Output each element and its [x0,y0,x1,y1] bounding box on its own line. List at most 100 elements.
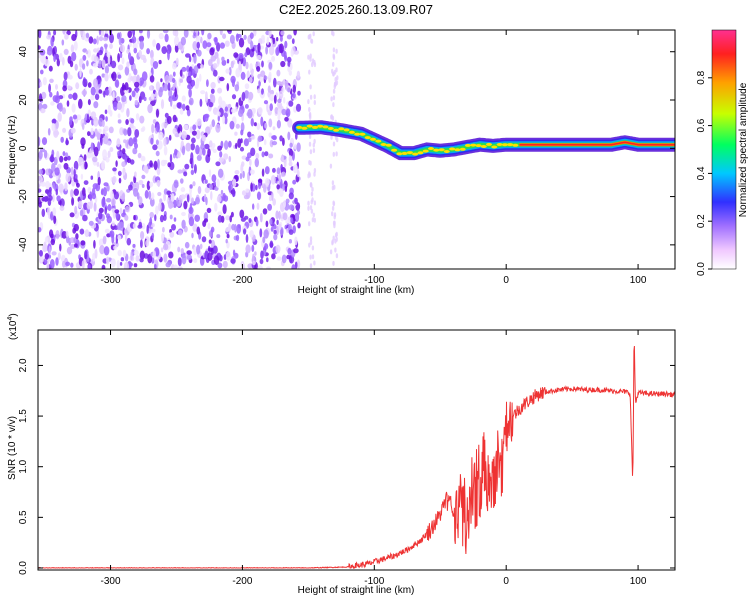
noise-blob [267,203,272,211]
noise-blob [309,56,312,62]
noise-blob [209,93,213,99]
noise-blob [187,84,191,90]
noise-blob [164,112,169,118]
noise-blob [330,96,333,102]
noise-blob [104,65,109,74]
noise-blob [310,38,313,44]
noise-blob [154,214,157,222]
spectrogram-y-tick-label: 40 [18,46,29,58]
snr-scale-prefix: (x10 [8,320,19,340]
noise-blob [210,88,215,94]
noise-blob [276,184,281,190]
noise-blob [134,129,140,138]
noise-blob [276,256,282,261]
noise-blob [252,253,255,263]
noise-blob [273,94,277,104]
noise-blob [278,43,284,54]
noise-blob [308,111,312,117]
noise-blob [81,260,85,269]
noise-blob [311,245,315,251]
noise-blob [110,258,116,268]
noise-blob [47,128,51,136]
noise-blob [269,218,273,225]
noise-blob [190,30,195,33]
noise-blob [65,172,71,183]
noise-blob [130,76,134,81]
colorbar-tick-label: 0.0 [696,262,707,276]
noise-blob [150,49,154,60]
noise-blob [290,48,294,57]
noise-blob [102,36,109,42]
noise-blob [313,260,316,266]
noise-blob [204,143,210,150]
noise-blob [105,256,110,265]
noise-blob [262,37,265,43]
snr-panel: -300 -200 -100 0 100 0.0 0.5 1.0 1.5 2.0 Height … [7,313,676,596]
noise-blob [271,141,278,146]
noise-blob [201,30,205,36]
noise-blob [126,61,130,68]
noise-blob [59,205,65,211]
noise-blob [311,217,315,223]
noise-blob [193,65,199,74]
signal-peak [501,143,508,147]
noise-blob [335,236,338,242]
noise-blob [202,40,208,49]
noise-blob [143,165,149,173]
noise-blob [114,191,119,200]
noise-blob [209,183,213,190]
noise-blob [251,69,254,78]
noise-blob [276,119,281,129]
noise-blob [288,155,293,163]
noise-blob [166,115,172,125]
noise-blob [264,122,268,129]
noise-blob [119,44,126,53]
noise-blob [93,146,99,157]
noise-blob [94,248,98,259]
noise-blob [105,116,108,122]
spectrogram-x-label: Height of straight line (km) [298,285,415,296]
noise-blob [311,186,314,192]
noise-blob [38,45,41,50]
noise-blob [181,130,187,140]
noise-blob [296,259,301,269]
noise-blob [229,215,232,223]
noise-blob [70,127,76,134]
snr-plot-area [38,330,675,570]
noise-blob [293,248,299,254]
noise-blob [82,63,86,70]
noise-blob [217,262,223,269]
noise-blob [41,137,48,146]
noise-blob [188,192,192,202]
noise-blob [84,250,88,260]
noise-blob [240,122,245,132]
noise-blob [54,167,60,176]
noise-blob [172,114,177,123]
noise-blob [283,159,287,168]
noise-blob [313,59,316,65]
noise-blob [247,91,254,101]
noise-blob [241,161,245,167]
noise-blob [294,236,298,246]
noise-blob [72,114,78,120]
noise-blob [150,93,155,100]
noise-blob [44,236,49,244]
noise-blob [121,95,127,103]
noise-blob [68,74,73,80]
noise-blob [133,263,138,268]
noise-blob [217,145,223,151]
noise-blob [135,255,140,262]
noise-blob [288,100,294,107]
noise-blob [238,109,244,117]
noise-blob [332,47,336,53]
signal-peak [312,125,318,129]
noise-blob [89,68,93,75]
noise-blob [69,116,73,123]
noise-blob [117,113,121,119]
noise-blob [190,169,195,176]
noise-blob [251,135,256,140]
noise-blob [170,193,175,202]
noise-blob [55,230,60,240]
snr-x-tick-label: -200 [232,576,252,587]
noise-blob [65,261,70,267]
